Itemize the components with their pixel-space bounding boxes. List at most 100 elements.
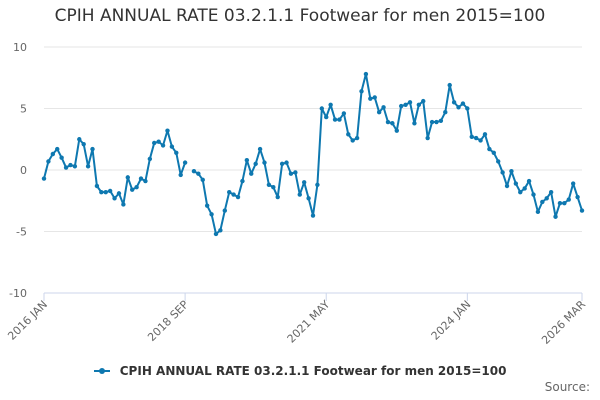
data-point[interactable] [456, 105, 461, 110]
data-point[interactable] [315, 182, 320, 187]
data-point[interactable] [416, 102, 422, 108]
data-point[interactable] [465, 106, 470, 111]
data-point[interactable] [112, 196, 117, 201]
data-point[interactable] [469, 134, 474, 139]
data-point[interactable] [59, 155, 64, 160]
data-point[interactable] [125, 175, 130, 180]
data-point[interactable] [50, 151, 56, 157]
legend[interactable]: CPIH ANNUAL RATE 03.2.1.1 Footwear for m… [0, 364, 600, 378]
data-point[interactable] [68, 162, 73, 168]
data-point[interactable] [557, 201, 563, 206]
data-point[interactable] [301, 180, 307, 185]
data-point[interactable] [160, 143, 166, 148]
data-point[interactable] [178, 172, 183, 178]
data-point[interactable] [540, 199, 545, 205]
data-point[interactable] [235, 194, 241, 200]
data-point[interactable] [55, 146, 60, 152]
data-point[interactable] [227, 189, 232, 195]
data-point[interactable] [72, 164, 78, 169]
data-point[interactable] [319, 106, 325, 111]
data-point[interactable] [249, 171, 254, 176]
data-point[interactable] [553, 214, 558, 219]
data-point[interactable] [478, 138, 483, 143]
data-point[interactable] [447, 82, 452, 88]
data-point[interactable] [297, 192, 302, 197]
data-point[interactable] [90, 146, 95, 152]
credits[interactable]: Source: [544, 380, 590, 394]
data-point[interactable] [152, 140, 157, 146]
data-point[interactable] [129, 187, 135, 192]
data-point[interactable] [310, 213, 316, 218]
data-point[interactable] [531, 192, 536, 197]
data-point[interactable] [94, 183, 100, 189]
data-point[interactable] [147, 156, 153, 162]
data-point[interactable] [487, 146, 492, 152]
data-point[interactable] [85, 164, 91, 169]
data-point[interactable] [337, 117, 342, 122]
data-point[interactable] [562, 201, 567, 206]
data-point[interactable] [77, 137, 82, 142]
data-point[interactable] [425, 135, 430, 141]
data-point[interactable] [390, 121, 395, 126]
data-point[interactable] [500, 170, 505, 175]
data-point[interactable] [266, 182, 272, 187]
data-point[interactable] [257, 146, 263, 152]
data-point[interactable] [460, 101, 466, 106]
data-point[interactable] [504, 183, 510, 189]
data-point[interactable] [579, 208, 585, 213]
data-point[interactable] [218, 228, 223, 233]
data-point[interactable] [293, 170, 298, 175]
data-point[interactable] [363, 71, 369, 77]
data-point[interactable] [412, 121, 417, 126]
data-point[interactable] [279, 161, 285, 167]
data-point[interactable] [398, 103, 404, 109]
legend-label[interactable]: CPIH ANNUAL RATE 03.2.1.1 Footwear for m… [119, 364, 507, 378]
data-point[interactable] [156, 139, 161, 144]
data-point[interactable] [182, 160, 188, 165]
data-point[interactable] [372, 95, 377, 100]
series-layer[interactable] [41, 71, 585, 237]
data-point[interactable] [213, 231, 219, 237]
data-point[interactable] [231, 192, 236, 197]
data-point[interactable] [196, 171, 201, 176]
data-point[interactable] [209, 212, 214, 217]
data-point[interactable] [275, 194, 280, 200]
data-point[interactable] [200, 177, 205, 183]
data-point[interactable] [284, 160, 289, 165]
data-point[interactable] [513, 181, 519, 186]
data-point[interactable] [204, 203, 210, 208]
data-point[interactable] [63, 165, 69, 170]
data-point[interactable] [354, 135, 360, 141]
data-point[interactable] [222, 208, 228, 213]
data-point[interactable] [451, 100, 457, 105]
data-point[interactable] [41, 176, 47, 181]
data-point[interactable] [165, 128, 170, 133]
data-point[interactable] [324, 114, 329, 120]
data-point[interactable] [169, 144, 175, 149]
data-point[interactable] [346, 132, 351, 137]
data-point[interactable] [240, 178, 245, 184]
data-point[interactable] [394, 128, 399, 133]
data-point[interactable] [244, 157, 250, 163]
data-point[interactable] [341, 111, 347, 116]
data-point[interactable] [107, 188, 113, 194]
data-point[interactable] [262, 160, 267, 165]
series-line[interactable] [193, 73, 583, 235]
data-point[interactable] [544, 196, 549, 201]
data-point[interactable] [385, 119, 391, 125]
data-point[interactable] [548, 189, 554, 195]
data-point[interactable] [535, 209, 541, 215]
data-point[interactable] [103, 189, 108, 195]
data-point[interactable] [99, 189, 104, 195]
data-point[interactable] [566, 197, 571, 202]
data-point[interactable] [328, 102, 333, 108]
data-point[interactable] [429, 119, 435, 125]
data-point[interactable] [443, 109, 448, 115]
data-point[interactable] [381, 105, 386, 110]
data-point[interactable] [332, 117, 338, 122]
data-point[interactable] [134, 185, 139, 190]
data-point[interactable] [350, 138, 355, 143]
data-point[interactable] [143, 178, 148, 184]
data-point[interactable] [434, 119, 439, 125]
data-point[interactable] [368, 96, 373, 101]
